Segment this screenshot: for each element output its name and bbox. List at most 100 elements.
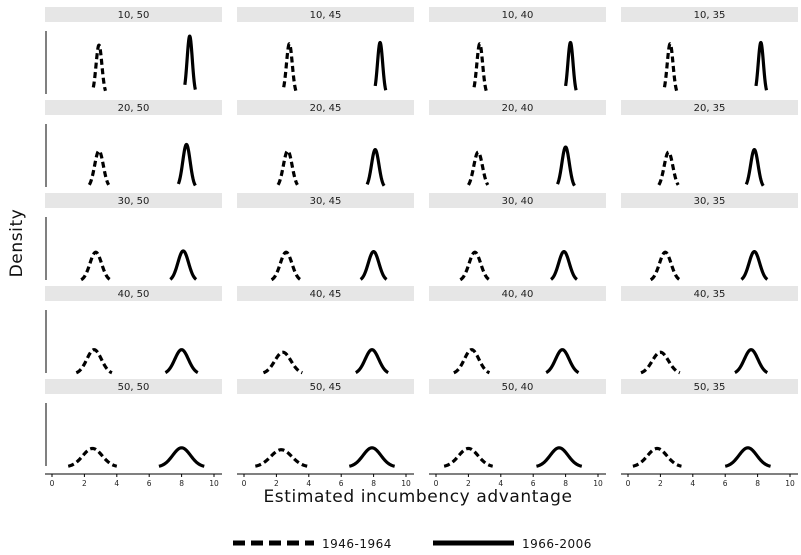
density-curve-1946-1964 xyxy=(467,150,490,187)
facet-strip xyxy=(237,100,414,115)
facet-panel: 40, 35 xyxy=(621,286,798,375)
facet-strip xyxy=(429,7,606,22)
x-tick-label: 4 xyxy=(690,479,695,488)
facet-strip xyxy=(45,379,222,394)
x-tick-label: 4 xyxy=(114,479,119,488)
facet-strip xyxy=(429,193,606,208)
density-curve-1966-2006 xyxy=(744,148,765,187)
x-tick-label: 8 xyxy=(755,479,760,488)
density-curve-1966-2006 xyxy=(754,40,769,92)
density-curve-1966-2006 xyxy=(359,249,388,281)
x-tick-label: 6 xyxy=(531,479,536,488)
density-curve-1946-1964 xyxy=(282,42,298,92)
x-tick-label: 2 xyxy=(82,479,87,488)
facet-strip xyxy=(237,379,414,394)
density-curve-1966-2006 xyxy=(556,145,576,187)
x-tick-label: 6 xyxy=(339,479,344,488)
density-curve-1966-2006 xyxy=(158,446,206,468)
facet-strip xyxy=(237,7,414,22)
facet-strip-label: 40, 45 xyxy=(310,289,342,300)
facet-strip xyxy=(45,286,222,301)
facet-strip-label: 10, 50 xyxy=(118,10,150,21)
facet-strip-label: 20, 35 xyxy=(694,103,726,114)
facet-strip-label: 40, 50 xyxy=(118,289,150,300)
facet-strip-label: 30, 35 xyxy=(694,196,726,207)
density-curve-1946-1964 xyxy=(270,250,302,282)
density-curve-1946-1964 xyxy=(657,150,680,187)
density-curve-1966-2006 xyxy=(564,40,578,92)
density-curve-1946-1964 xyxy=(67,446,118,468)
density-curve-1966-2006 xyxy=(348,446,396,468)
facet-panel: 10, 50 xyxy=(45,7,222,94)
density-curve-1966-2006 xyxy=(549,249,579,281)
density-curve-1966-2006 xyxy=(733,348,769,374)
density-curve-1946-1964 xyxy=(443,446,494,468)
facet-panel: 10, 45 xyxy=(237,7,414,92)
facet-strip-label: 20, 45 xyxy=(310,103,342,114)
density-curve-1966-2006 xyxy=(169,249,198,281)
facet-strip xyxy=(237,286,414,301)
density-curve-1946-1964 xyxy=(632,446,683,468)
density-curve-1946-1964 xyxy=(80,250,112,282)
x-tick-label: 6 xyxy=(147,479,152,488)
x-tick-label: 8 xyxy=(371,479,376,488)
facet-strip-label: 40, 35 xyxy=(694,289,726,300)
facet-panel: 20, 45 xyxy=(237,100,414,187)
facet-panel: 30, 40 xyxy=(429,193,606,282)
facet-strip xyxy=(45,100,222,115)
x-tick-label: 4 xyxy=(306,479,311,488)
facet-strip-label: 30, 50 xyxy=(118,196,150,207)
facet-panel: 30, 35 xyxy=(621,193,798,282)
x-tick-label: 10 xyxy=(593,479,603,488)
density-curve-1966-2006 xyxy=(545,348,580,374)
x-tick-label: 0 xyxy=(626,479,631,488)
density-curve-1966-2006 xyxy=(354,348,390,374)
x-tick-label: 2 xyxy=(658,479,663,488)
facet-strip-label: 20, 50 xyxy=(118,103,150,114)
x-tick-label: 0 xyxy=(434,479,439,488)
density-curve-1946-1964 xyxy=(649,250,681,282)
facet-panel: 50, 35 0 2 4 6 8 10 xyxy=(621,379,798,488)
density-curve-1966-2006 xyxy=(176,142,197,187)
facet-panel: 50, 40 0 2 4 6 8 10 xyxy=(429,379,606,488)
facet-panel: 50, 50 0 2 4 6 8 10 xyxy=(45,379,222,488)
facet-strip xyxy=(621,100,798,115)
facet-strip xyxy=(621,7,798,22)
x-tick-label: 10 xyxy=(209,479,219,488)
facet-panel: 10, 35 xyxy=(621,7,798,92)
density-curve-1946-1964 xyxy=(276,149,299,186)
facet-panel: 10, 40 xyxy=(429,7,606,92)
x-tick-label: 0 xyxy=(50,479,55,488)
facet-strip-label: 30, 45 xyxy=(310,196,342,207)
y-axis-title: Density xyxy=(7,209,27,278)
x-tick-label: 10 xyxy=(401,479,411,488)
facet-panel: 40, 40 xyxy=(429,286,606,375)
density-curve-1966-2006 xyxy=(164,348,199,374)
facet-strip-label: 10, 40 xyxy=(502,10,534,21)
x-tick-label: 6 xyxy=(723,479,728,488)
x-tick-label: 4 xyxy=(498,479,503,488)
facet-strip xyxy=(429,100,606,115)
facet-strip-label: 40, 40 xyxy=(502,289,534,300)
x-tick-label: 0 xyxy=(242,479,247,488)
legend-label-1946-1964: 1946-1964 xyxy=(322,537,392,551)
density-curve-1946-1964 xyxy=(75,348,113,375)
facet-panel: 20, 40 xyxy=(429,100,606,187)
density-curve-1946-1964 xyxy=(472,42,488,92)
facet-strip-label: 50, 45 xyxy=(310,382,342,393)
x-tick-label: 2 xyxy=(274,479,279,488)
density-curve-1946-1964 xyxy=(254,448,308,468)
facet-strip xyxy=(621,193,798,208)
density-curve-1966-2006 xyxy=(740,249,769,281)
density-curve-1946-1964 xyxy=(640,350,681,375)
density-curve-1946-1964 xyxy=(459,250,491,282)
density-curve-1946-1964 xyxy=(87,149,111,186)
density-curve-1946-1964 xyxy=(262,350,304,375)
facet-panel: 30, 50 xyxy=(45,193,222,282)
density-curve-1946-1964 xyxy=(91,43,107,92)
x-tick-label: 8 xyxy=(179,479,184,488)
density-curve-1946-1964 xyxy=(662,42,679,92)
facet-strip-label: 10, 45 xyxy=(310,10,342,21)
legend-label-1966-2006: 1966-2006 xyxy=(522,537,592,551)
